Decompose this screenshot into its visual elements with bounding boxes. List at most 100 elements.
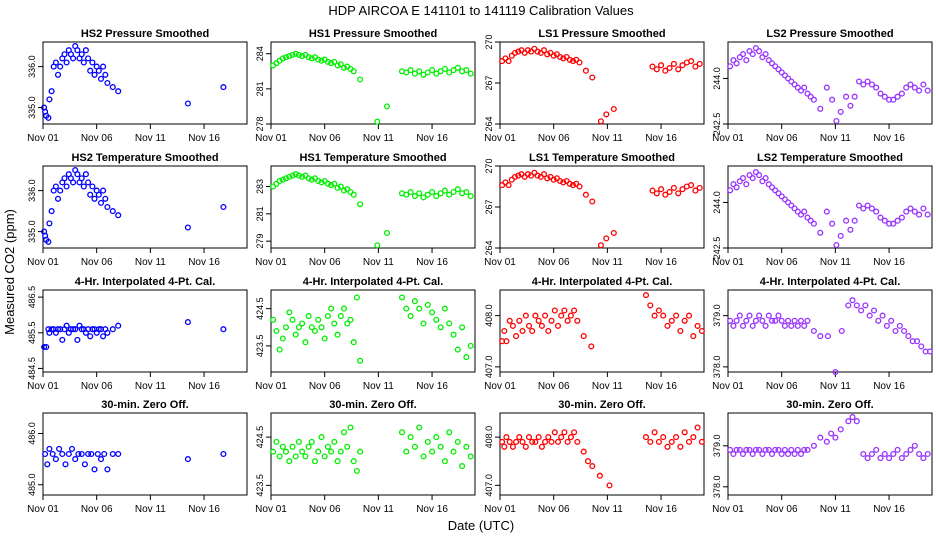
data-point — [775, 312, 782, 319]
data-point — [903, 84, 910, 91]
data-point — [334, 458, 341, 465]
data-point — [398, 294, 406, 301]
data-point — [749, 322, 756, 329]
data-point — [739, 51, 747, 58]
data-point — [603, 235, 610, 242]
data-point — [765, 312, 772, 319]
data-point — [446, 69, 453, 76]
y-tick-label: 244.0 — [712, 191, 722, 214]
data-point — [823, 84, 830, 91]
data-point — [437, 68, 444, 75]
data-point — [561, 429, 568, 436]
data-point — [670, 184, 677, 191]
data-point — [282, 448, 290, 455]
data-point — [558, 434, 565, 441]
data-point — [95, 326, 102, 333]
data-point — [220, 326, 227, 333]
y-tick-label: 379.0 — [712, 435, 722, 458]
y-tick-label: 378.0 — [712, 476, 722, 499]
data-point — [49, 450, 56, 458]
data-point — [318, 57, 325, 64]
data-point — [903, 208, 910, 215]
data-point — [916, 211, 923, 218]
data-point — [828, 430, 835, 437]
data-point — [429, 188, 436, 196]
data-point — [642, 292, 650, 299]
x-tick-label: Nov 11 — [592, 257, 623, 268]
data-point — [357, 76, 364, 83]
data-point — [501, 327, 508, 335]
data-point — [305, 175, 312, 182]
data-point — [337, 61, 344, 68]
data-point — [660, 434, 667, 441]
y-tick-label: 278 — [255, 116, 265, 131]
data-point — [295, 172, 302, 179]
data-point — [756, 446, 763, 453]
x-tick-label: Nov 11 — [135, 504, 166, 515]
data-point — [681, 429, 688, 436]
x-tick-label: Nov 11 — [135, 381, 166, 392]
panel-frame — [270, 165, 476, 249]
series-points — [727, 297, 933, 376]
panel-6: HS1 Temperature Smoothed Nov 01 Nov 06 Nov … — [255, 152, 476, 268]
series-points — [499, 169, 703, 249]
series-points — [499, 424, 705, 489]
data-point — [746, 48, 753, 55]
data-point — [837, 232, 844, 239]
x-tick-label: Nov 16 — [416, 133, 448, 144]
data-point — [403, 69, 410, 76]
data-point — [220, 84, 227, 91]
data-point — [677, 443, 684, 450]
x-tick-label: Nov 01 — [484, 381, 516, 392]
data-point — [52, 456, 59, 463]
data-point — [91, 195, 98, 202]
data-point — [696, 184, 703, 191]
data-point — [299, 320, 306, 327]
x-tick-label: Nov 11 — [363, 257, 394, 268]
series-points — [270, 294, 474, 364]
y-tick-label: 486.0 — [27, 422, 37, 445]
data-point — [519, 327, 526, 335]
data-point — [522, 443, 529, 450]
data-point — [894, 217, 901, 224]
x-tick-label: Nov 11 — [135, 133, 166, 144]
data-point — [353, 467, 360, 474]
data-point — [788, 202, 795, 209]
data-point — [810, 327, 817, 335]
panel-14: 30-min. Zero Off. Nov 01 Nov 06 Nov 11 Nov 1… — [255, 399, 476, 515]
data-point — [331, 320, 338, 327]
data-point — [911, 442, 918, 449]
data-point — [91, 466, 98, 473]
data-point — [832, 434, 839, 441]
data-point — [454, 346, 461, 353]
data-point — [775, 190, 782, 197]
x-tick-label: Nov 16 — [645, 504, 677, 515]
data-point — [727, 446, 734, 453]
data-point — [823, 438, 830, 445]
data-point — [57, 187, 64, 194]
data-point — [817, 105, 824, 112]
data-point — [503, 338, 510, 345]
data-point — [286, 53, 293, 60]
data-point — [756, 48, 763, 55]
data-point — [736, 312, 743, 319]
data-point — [778, 193, 785, 200]
data-point — [350, 191, 357, 198]
data-point — [45, 238, 52, 245]
data-point — [538, 322, 545, 329]
data-point — [273, 327, 280, 335]
data-point — [576, 183, 583, 190]
data-point — [567, 312, 574, 319]
data-point — [794, 208, 801, 215]
x-tick-label: Nov 11 — [363, 133, 394, 144]
x-tick-label: Nov 16 — [416, 381, 448, 392]
data-point — [801, 322, 808, 329]
data-point — [781, 446, 788, 453]
data-point — [675, 190, 682, 197]
data-point — [91, 71, 98, 78]
x-tick-label: Nov 06 — [81, 257, 113, 268]
y-tick-label: 486.5 — [27, 286, 37, 309]
data-point — [870, 307, 878, 314]
data-point — [56, 445, 63, 452]
data-point — [685, 438, 693, 445]
